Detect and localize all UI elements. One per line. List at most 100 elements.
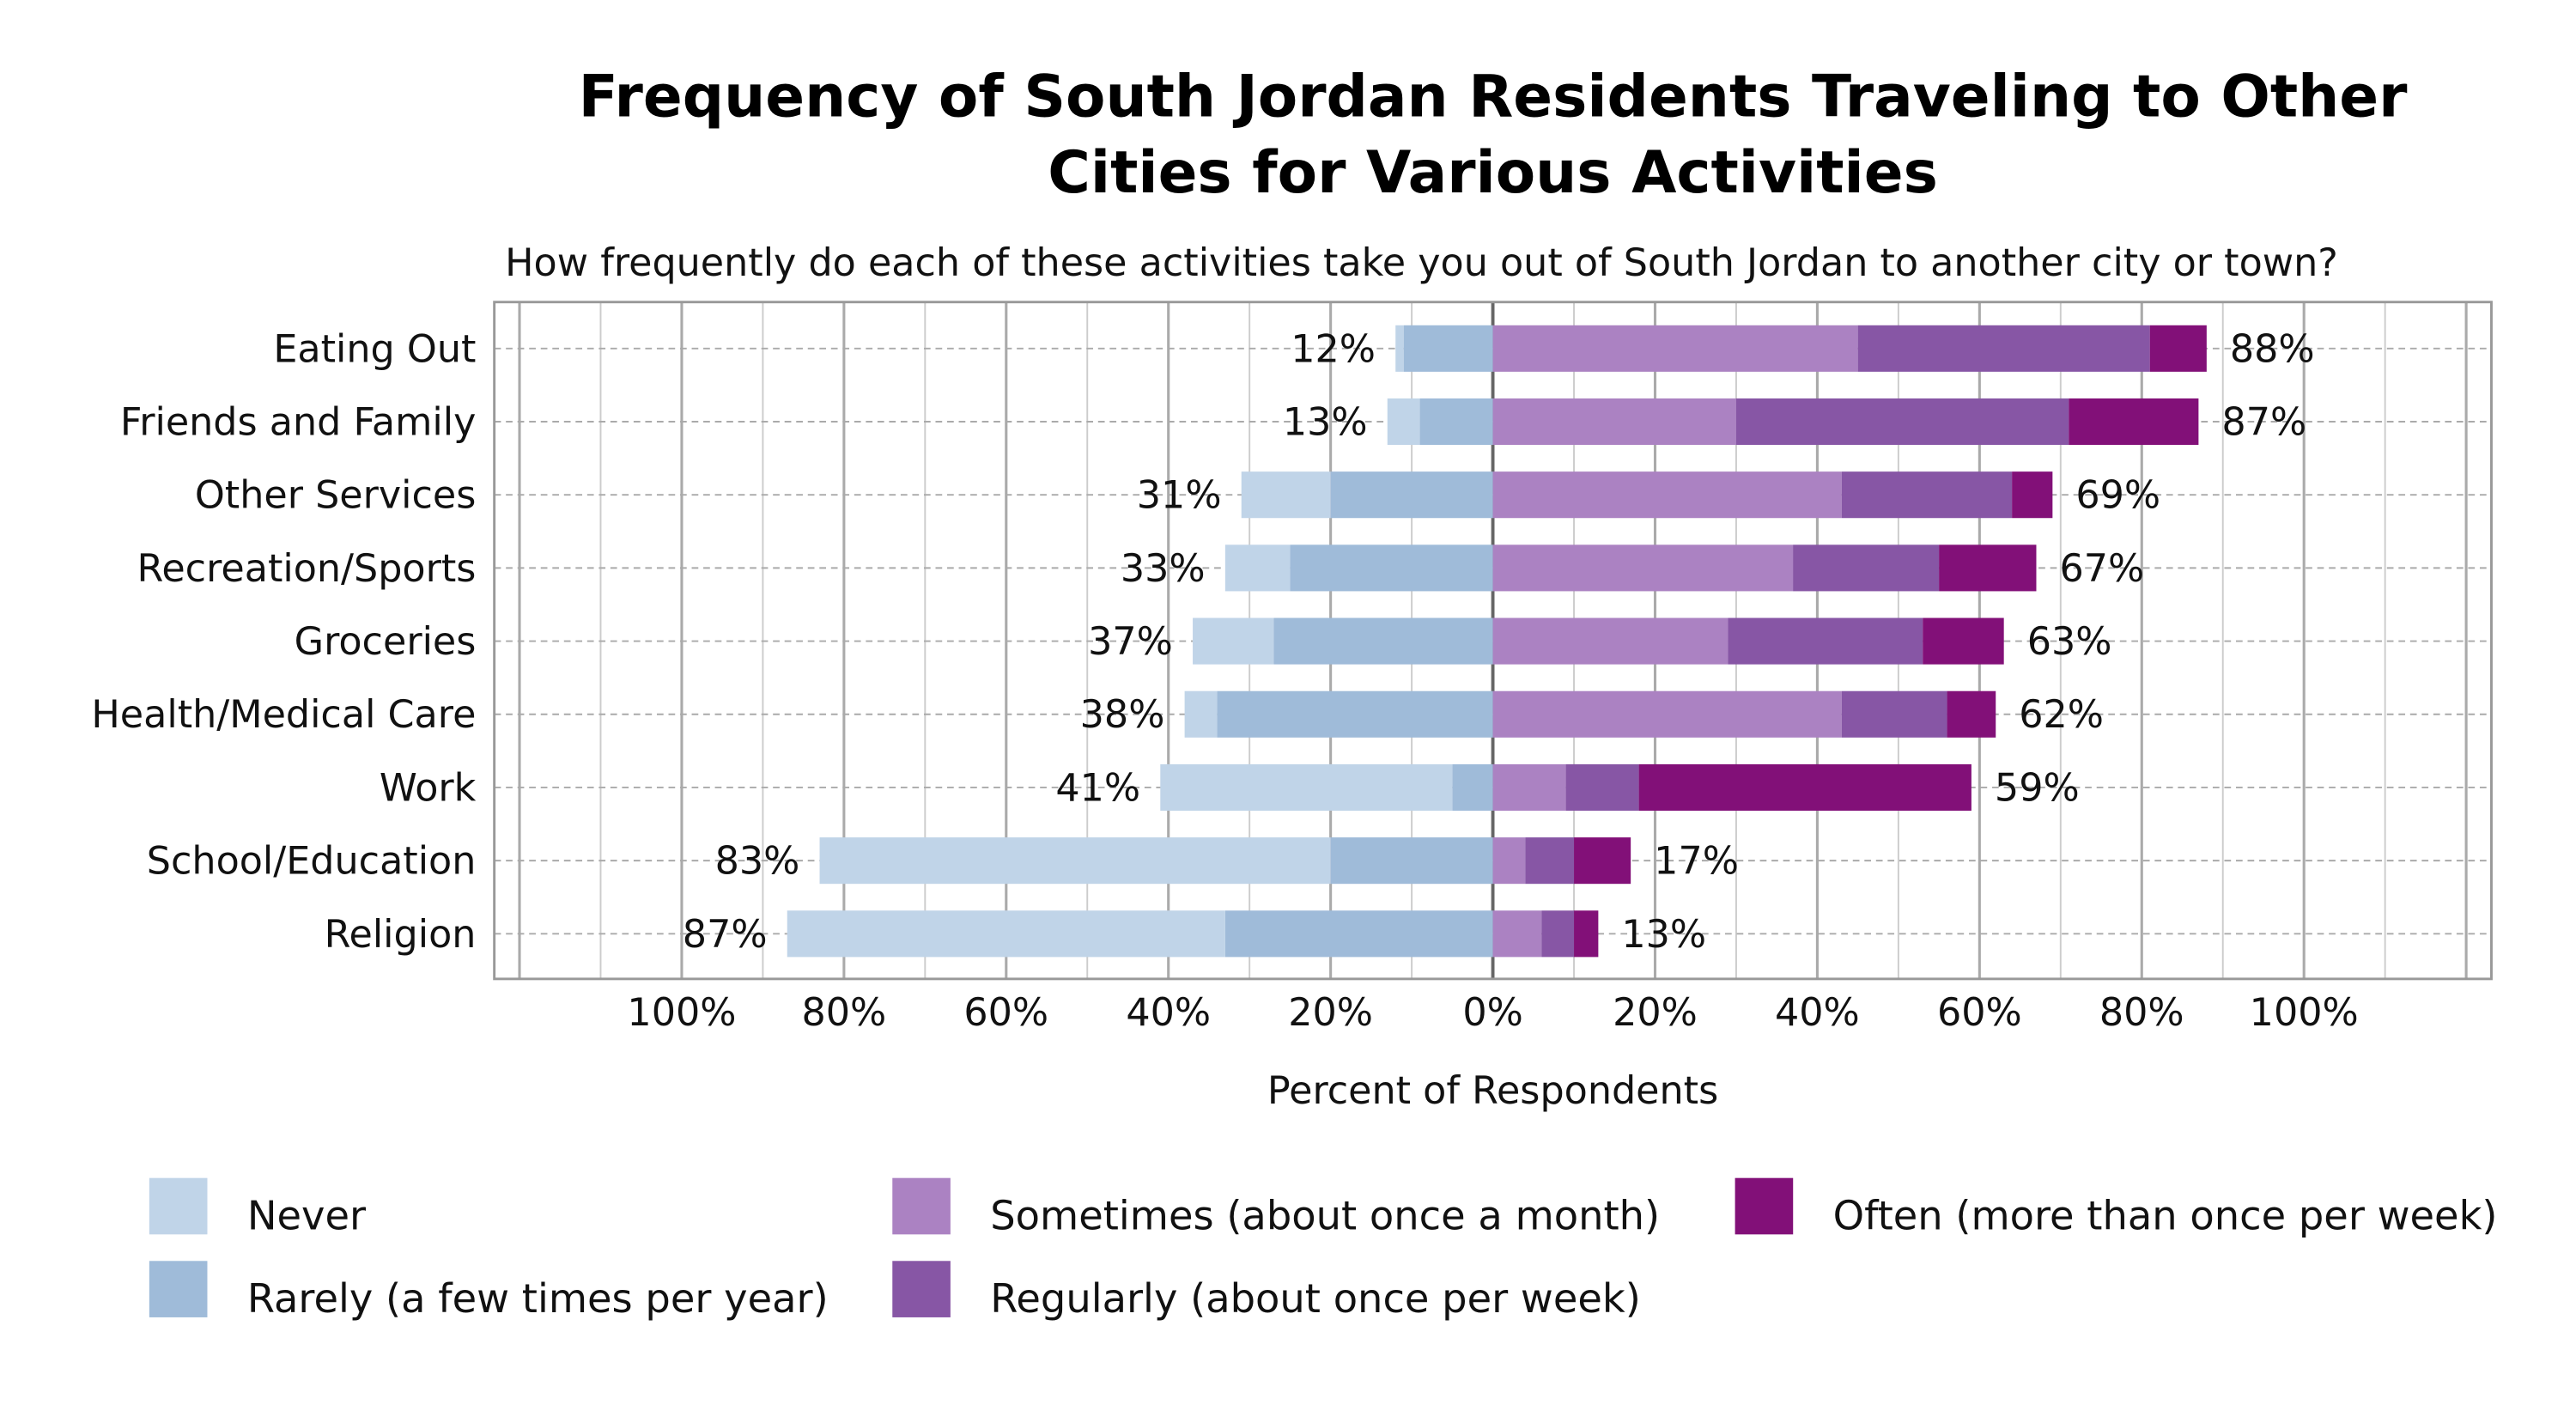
left-total-label: 12% — [1291, 327, 1376, 371]
left-total-label: 87% — [683, 913, 768, 957]
bar-often — [1638, 763, 1971, 811]
bar-rarely — [1403, 325, 1493, 372]
bar-never — [1241, 471, 1331, 519]
x-tick-label: 80% — [801, 991, 886, 1035]
chart-title-line-2: Cities for Various Activities — [1048, 138, 1938, 206]
x-tick-label: 40% — [1126, 991, 1211, 1035]
category-label: Work — [380, 766, 477, 810]
bar-regularly — [1541, 910, 1575, 958]
left-total-label: 83% — [715, 840, 800, 884]
left-total-label: 31% — [1137, 474, 1222, 518]
left-total-label: 38% — [1080, 693, 1165, 737]
bar-regularly — [1857, 325, 2150, 372]
x-axis-label: Percent of Respondents — [1267, 1069, 1718, 1113]
bar-often — [2012, 471, 2053, 519]
left-total-label: 37% — [1088, 620, 1173, 664]
right-total-label: 62% — [2019, 693, 2104, 737]
legend: Never Sometimes (about once a month) Often… — [149, 1177, 2498, 1322]
bar-sometimes — [1492, 544, 1794, 592]
bar-sometimes — [1492, 837, 1526, 885]
bar-rarely — [1217, 690, 1493, 738]
chart-title-line-1: Frequency of South Jordan Residents Trav… — [579, 62, 2408, 130]
x-tick-label: 100% — [627, 991, 736, 1035]
bar-never — [1224, 544, 1291, 592]
bar-sometimes — [1492, 325, 1858, 372]
right-total-label: 69% — [2075, 474, 2160, 518]
bar-never — [819, 837, 1331, 885]
bar-never — [1193, 617, 1274, 665]
bars — [787, 325, 2207, 958]
legend-label: Sometimes (about once a month) — [990, 1193, 1660, 1239]
bar-regularly — [1735, 398, 2069, 446]
bar-sometimes — [1492, 690, 1842, 738]
left-total-label: 13% — [1283, 400, 1368, 444]
legend-label: Regularly (about once per week) — [990, 1275, 1641, 1322]
x-tick-label: 20% — [1613, 991, 1698, 1035]
labels: Eating Out Friends and Family Other Servic… — [91, 327, 2314, 957]
category-label: Religion — [325, 913, 477, 957]
legend-swatch — [892, 1177, 951, 1235]
bar-sometimes — [1492, 910, 1542, 958]
bar-often — [1574, 837, 1631, 885]
legend-swatch — [1735, 1177, 1794, 1235]
legend-swatch — [149, 1177, 208, 1235]
x-ticks: 100% 80% 60% 40% 20% 0% 20% 40% 60% 80% 100% — [627, 991, 2358, 1035]
category-label: Health/Medical Care — [91, 693, 476, 737]
bar-rarely — [1330, 471, 1493, 519]
right-total-label: 88% — [2230, 327, 2315, 371]
plot-frame — [493, 301, 2493, 981]
right-total-label: 59% — [1995, 766, 2080, 810]
x-tick-label: 40% — [1775, 991, 1860, 1035]
bar-rarely — [1330, 837, 1493, 885]
bar-never — [1184, 690, 1218, 738]
x-tick-label: 20% — [1288, 991, 1373, 1035]
left-total-label: 41% — [1055, 766, 1140, 810]
bar-rarely — [1273, 617, 1493, 665]
category-label: Other Services — [195, 474, 477, 518]
bar-never — [787, 910, 1225, 958]
right-total-label: 63% — [2027, 620, 2112, 664]
chart-subtitle: How frequently do each of these activiti… — [505, 241, 2338, 285]
legend-label: Rarely (a few times per year) — [247, 1275, 829, 1322]
bar-often — [2149, 325, 2207, 372]
bar-rarely — [1452, 763, 1493, 811]
bar-sometimes — [1492, 471, 1842, 519]
right-total-label: 67% — [2060, 547, 2145, 591]
bar-rarely — [1419, 398, 1493, 446]
bar-never — [1387, 398, 1420, 446]
bar-often — [1947, 690, 1996, 738]
legend-swatch — [892, 1261, 951, 1317]
right-total-label: 87% — [2221, 400, 2306, 444]
bar-sometimes — [1492, 617, 1728, 665]
x-tick-label: 60% — [1937, 991, 2022, 1035]
category-label: Friends and Family — [120, 400, 477, 444]
category-label: Eating Out — [273, 327, 476, 371]
category-label: Recreation/Sports — [137, 547, 476, 591]
right-total-label: 17% — [1654, 840, 1739, 884]
right-total-label: 13% — [1621, 913, 1706, 957]
bar-often — [2069, 398, 2199, 446]
x-tick-label: 0% — [1462, 991, 1522, 1035]
bar-regularly — [1728, 617, 1923, 665]
legend-label: Never — [247, 1193, 367, 1239]
bar-never — [1395, 325, 1404, 372]
bar-never — [1160, 763, 1453, 811]
bar-regularly — [1841, 690, 1947, 738]
bar-regularly — [1841, 471, 2013, 519]
bar-rarely — [1224, 910, 1493, 958]
legend-label: Often (more than once per week) — [1833, 1193, 2498, 1239]
x-tick-label: 80% — [2099, 991, 2184, 1035]
x-tick-label: 60% — [963, 991, 1048, 1035]
category-label: Groceries — [295, 620, 477, 664]
bar-often — [1939, 544, 2037, 592]
category-label: School/Education — [147, 840, 477, 884]
x-tick-label: 100% — [2250, 991, 2359, 1035]
bar-regularly — [1525, 837, 1575, 885]
bar-often — [1923, 617, 2004, 665]
bar-rarely — [1290, 544, 1493, 592]
bar-regularly — [1565, 763, 1639, 811]
bar-regularly — [1793, 544, 1940, 592]
bar-often — [1574, 910, 1599, 958]
bar-sometimes — [1492, 398, 1736, 446]
